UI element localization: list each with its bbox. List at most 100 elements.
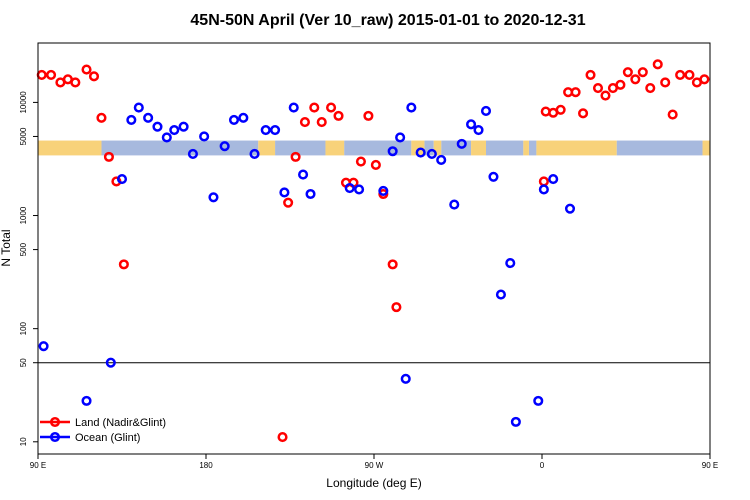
band-ocean-segment	[528, 140, 537, 156]
ocean-point	[161, 132, 172, 143]
band-land-segment	[471, 140, 486, 156]
land-point	[538, 176, 549, 187]
land-point	[622, 67, 633, 78]
land-point	[283, 197, 294, 208]
ocean-point	[449, 199, 460, 210]
land-point	[370, 159, 381, 170]
ocean-point	[249, 148, 260, 160]
land-point	[46, 69, 57, 80]
land-point	[103, 151, 114, 162]
land-point	[615, 79, 626, 90]
ocean-point	[564, 203, 576, 214]
land-point	[387, 259, 398, 270]
land-point	[585, 69, 596, 80]
land-point	[600, 90, 611, 101]
x-tick-label: 90 E	[702, 461, 718, 470]
land-point	[637, 67, 648, 78]
y-tick-label: 100	[19, 321, 28, 335]
land-point	[355, 156, 366, 167]
band-land-segment	[411, 140, 425, 156]
land-point	[81, 64, 92, 75]
legend-land-marker	[49, 416, 61, 428]
legend-ocean-label: Ocean (Glint)	[75, 432, 140, 444]
ocean-point	[116, 174, 128, 185]
land-point	[592, 82, 604, 94]
land-point	[660, 77, 671, 88]
ocean-point	[344, 182, 355, 194]
y-tick-label: 50	[19, 358, 28, 367]
ocean-point	[298, 169, 309, 180]
land-point	[316, 117, 327, 128]
ocean-point	[199, 131, 210, 142]
land-point	[675, 69, 686, 80]
ocean-point	[548, 174, 559, 185]
ocean-point	[456, 138, 467, 149]
ocean-point	[488, 171, 499, 182]
ocean-point	[238, 112, 249, 123]
band-ocean-segment	[616, 140, 703, 156]
land-point	[630, 74, 641, 85]
legend-land-label: Land (Nadir&Glint)	[75, 417, 166, 429]
band-ocean-segment	[101, 140, 259, 156]
land-point	[118, 259, 129, 270]
land-point	[277, 432, 288, 443]
y-tick-label: 500	[19, 242, 28, 256]
legend-ocean-marker	[49, 431, 61, 443]
land-point	[570, 87, 581, 98]
ocean-point	[473, 124, 484, 136]
ocean-point	[260, 124, 271, 136]
y-tick-label: 10	[19, 437, 28, 446]
ocean-point	[270, 124, 281, 136]
ocean-point	[152, 121, 163, 132]
ocean-point	[219, 141, 230, 152]
land-point	[578, 108, 589, 119]
land-point	[363, 110, 374, 121]
y-axis: 10 50 100 500 1000 5000 10000	[19, 91, 38, 446]
ocean-point	[415, 147, 426, 158]
land-point	[36, 69, 47, 80]
land-point	[684, 69, 695, 80]
chart-title: 45N-50N April (Ver 10_raw) 2015-01-01 to…	[190, 12, 585, 29]
band-land-segment	[258, 140, 276, 156]
ocean-point	[105, 357, 116, 368]
land-point	[652, 59, 663, 70]
ocean-point	[133, 102, 144, 113]
ocean-point	[208, 192, 219, 203]
ocean-point	[533, 395, 544, 406]
y-tick-label: 1000	[19, 206, 28, 224]
band-land-segment	[433, 140, 442, 156]
x-tick-label: 90 E	[30, 461, 46, 470]
ocean-point	[495, 289, 506, 300]
legend: Land (Nadir&Glint) Ocean (Glint)	[40, 416, 166, 444]
ocean-point	[387, 146, 398, 157]
ocean-point	[466, 119, 477, 130]
land-point	[309, 102, 320, 113]
ocean-point	[143, 112, 154, 123]
data-points	[36, 59, 710, 443]
band-land-segment	[325, 140, 345, 156]
band-ocean-segment	[441, 140, 472, 156]
ocean-point	[480, 105, 492, 117]
band-ocean-segment	[486, 140, 524, 156]
land-point	[645, 82, 656, 94]
ocean-point	[187, 148, 198, 160]
ocean-point	[178, 121, 189, 132]
ocean-point	[228, 114, 240, 125]
land-point	[299, 117, 310, 128]
ocean-point	[305, 188, 316, 200]
x-axis-label: Longitude (deg E)	[326, 476, 421, 490]
ocean-point	[510, 416, 521, 427]
ocean-point	[279, 187, 290, 198]
ocean-point	[378, 185, 389, 196]
ocean-point	[505, 258, 516, 269]
land-point	[290, 151, 301, 162]
band-land-segment	[523, 140, 529, 156]
ocean-point	[288, 102, 299, 113]
land-point	[326, 102, 337, 113]
ocean-point	[400, 373, 411, 384]
land-point	[70, 77, 81, 88]
land-point	[88, 71, 100, 82]
land-point	[96, 112, 107, 123]
